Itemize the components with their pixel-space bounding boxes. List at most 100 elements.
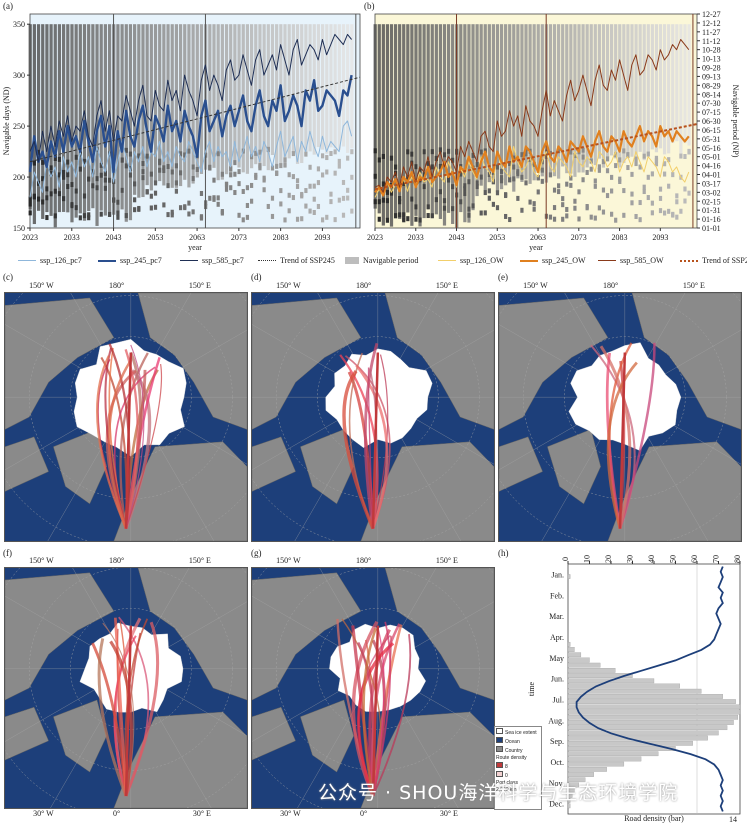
navigable-period-block (70, 202, 74, 208)
navigable-period-block (532, 206, 536, 212)
x-tick-label: 2083 (612, 233, 628, 242)
density-bar (567, 793, 573, 798)
navigable-period-block (145, 189, 149, 195)
navigable-period-block (479, 210, 483, 216)
navigable-period-block (618, 157, 622, 163)
navigable-period-bar (389, 24, 394, 227)
navigable-period-block (212, 195, 216, 201)
trend-line (29, 76, 361, 163)
navigable-period-block (124, 147, 128, 153)
panel-label-b: (b) (364, 1, 375, 11)
navigable-period-bar (87, 24, 91, 211)
density-bar (567, 746, 676, 751)
panel-label-g: (g) (251, 548, 262, 558)
land-mass (252, 706, 296, 761)
navigable-period-bar (667, 24, 671, 154)
navigable-period-block (174, 188, 179, 194)
navigable-period-block (120, 187, 124, 193)
navigable-period-bar (442, 24, 447, 226)
navigable-period-block (329, 191, 333, 197)
navigable-period-block (57, 191, 62, 197)
navigable-period-block (249, 182, 254, 188)
density-bar (567, 756, 642, 762)
navigable-period-block (350, 174, 354, 180)
shipping-route (342, 370, 375, 530)
navigable-period-block (99, 211, 103, 217)
navigable-period-bar (145, 24, 149, 186)
legend-swatch (438, 260, 456, 261)
navigable-period-block (638, 217, 642, 223)
navigable-period-bar (291, 24, 295, 154)
navigable-period-block (312, 183, 316, 189)
density-bar (567, 683, 680, 689)
month-label: Sep. (550, 737, 564, 746)
navigable-period-block (170, 169, 174, 175)
navigable-period-bar (385, 24, 390, 220)
navigable-period-block (266, 146, 270, 152)
navigable-period-bar (229, 24, 233, 175)
navigable-period-block (430, 213, 434, 219)
navigable-period-bar (350, 24, 354, 149)
navigable-period-block (321, 217, 325, 223)
navigable-period-block (593, 215, 597, 221)
shipping-route (108, 359, 133, 529)
navigable-period-bar (212, 24, 216, 168)
navigable-period-bar (548, 24, 553, 178)
navigable-period-bar (585, 24, 589, 168)
navigable-period-block (45, 215, 49, 221)
navigable-period-block (499, 168, 504, 174)
navigable-period-bar (28, 24, 32, 210)
y-tick-label: 07-15 (702, 108, 721, 117)
navigable-period-block (658, 208, 663, 214)
density-bar (567, 735, 708, 741)
y-tick-label: 06-30 (702, 117, 721, 126)
navigable-period-block (316, 166, 321, 172)
navigable-period-block (57, 156, 62, 162)
navigable-period-block (62, 174, 66, 180)
navigable-period-block (475, 184, 479, 190)
navigable-period-block (601, 209, 606, 215)
navigable-period-block (312, 209, 316, 215)
navigable-period-block (220, 171, 224, 177)
navigable-period-block (548, 214, 553, 220)
navigable-period-block (483, 190, 487, 196)
navigable-period-bar (195, 24, 199, 178)
navigable-period-block (74, 154, 78, 160)
map-legend-label: 2,000 km (496, 787, 517, 793)
navigable-period-bar (683, 24, 687, 144)
navigable-period-bar (565, 24, 569, 174)
panel-label-d: (d) (251, 272, 262, 282)
series-line-ssp_585_pc7 (29, 33, 352, 163)
navigable-period-block (389, 190, 394, 196)
map-legend-swatch (496, 737, 503, 743)
navigable-period-block (149, 193, 153, 199)
navigable-period-block (475, 161, 479, 167)
navigable-period-block (418, 168, 422, 174)
legend: ssp_126_pc7 ssp_245_pc7 ssp_585_pc7 Trend o… (0, 252, 747, 272)
y-tick-label: 04-16 (702, 162, 721, 171)
navigable-period-block (62, 196, 66, 202)
navigable-period-block (166, 164, 170, 170)
navigable-period-block (377, 199, 381, 205)
navigable-period-block (569, 182, 573, 188)
navigable-period-block (291, 195, 295, 201)
navigable-period-bar (41, 24, 45, 219)
navigable-period-block (593, 183, 597, 189)
navigable-period-block (241, 188, 245, 194)
navigable-period-block (308, 208, 312, 214)
land-mass (5, 297, 115, 430)
navigable-period-bar (377, 24, 381, 214)
chart-h: 0 10 20 30 40 50 60 70 80 Jan. Feb. Mar. Apr. May Jun.… (527, 555, 742, 823)
map-lon-label: 150° E (435, 281, 458, 290)
density-bar (567, 725, 728, 731)
navigable-period-block (283, 217, 287, 223)
navigable-period-block (393, 164, 398, 170)
navigable-period-block (573, 153, 577, 159)
map-lon-label: 0° (113, 809, 121, 818)
navigable-period-block (499, 178, 504, 184)
navigable-period-block (577, 189, 581, 195)
density-bar (567, 798, 571, 803)
navigable-period-block (82, 193, 87, 199)
density-bar (567, 688, 702, 694)
navigable-period-block (430, 164, 434, 170)
